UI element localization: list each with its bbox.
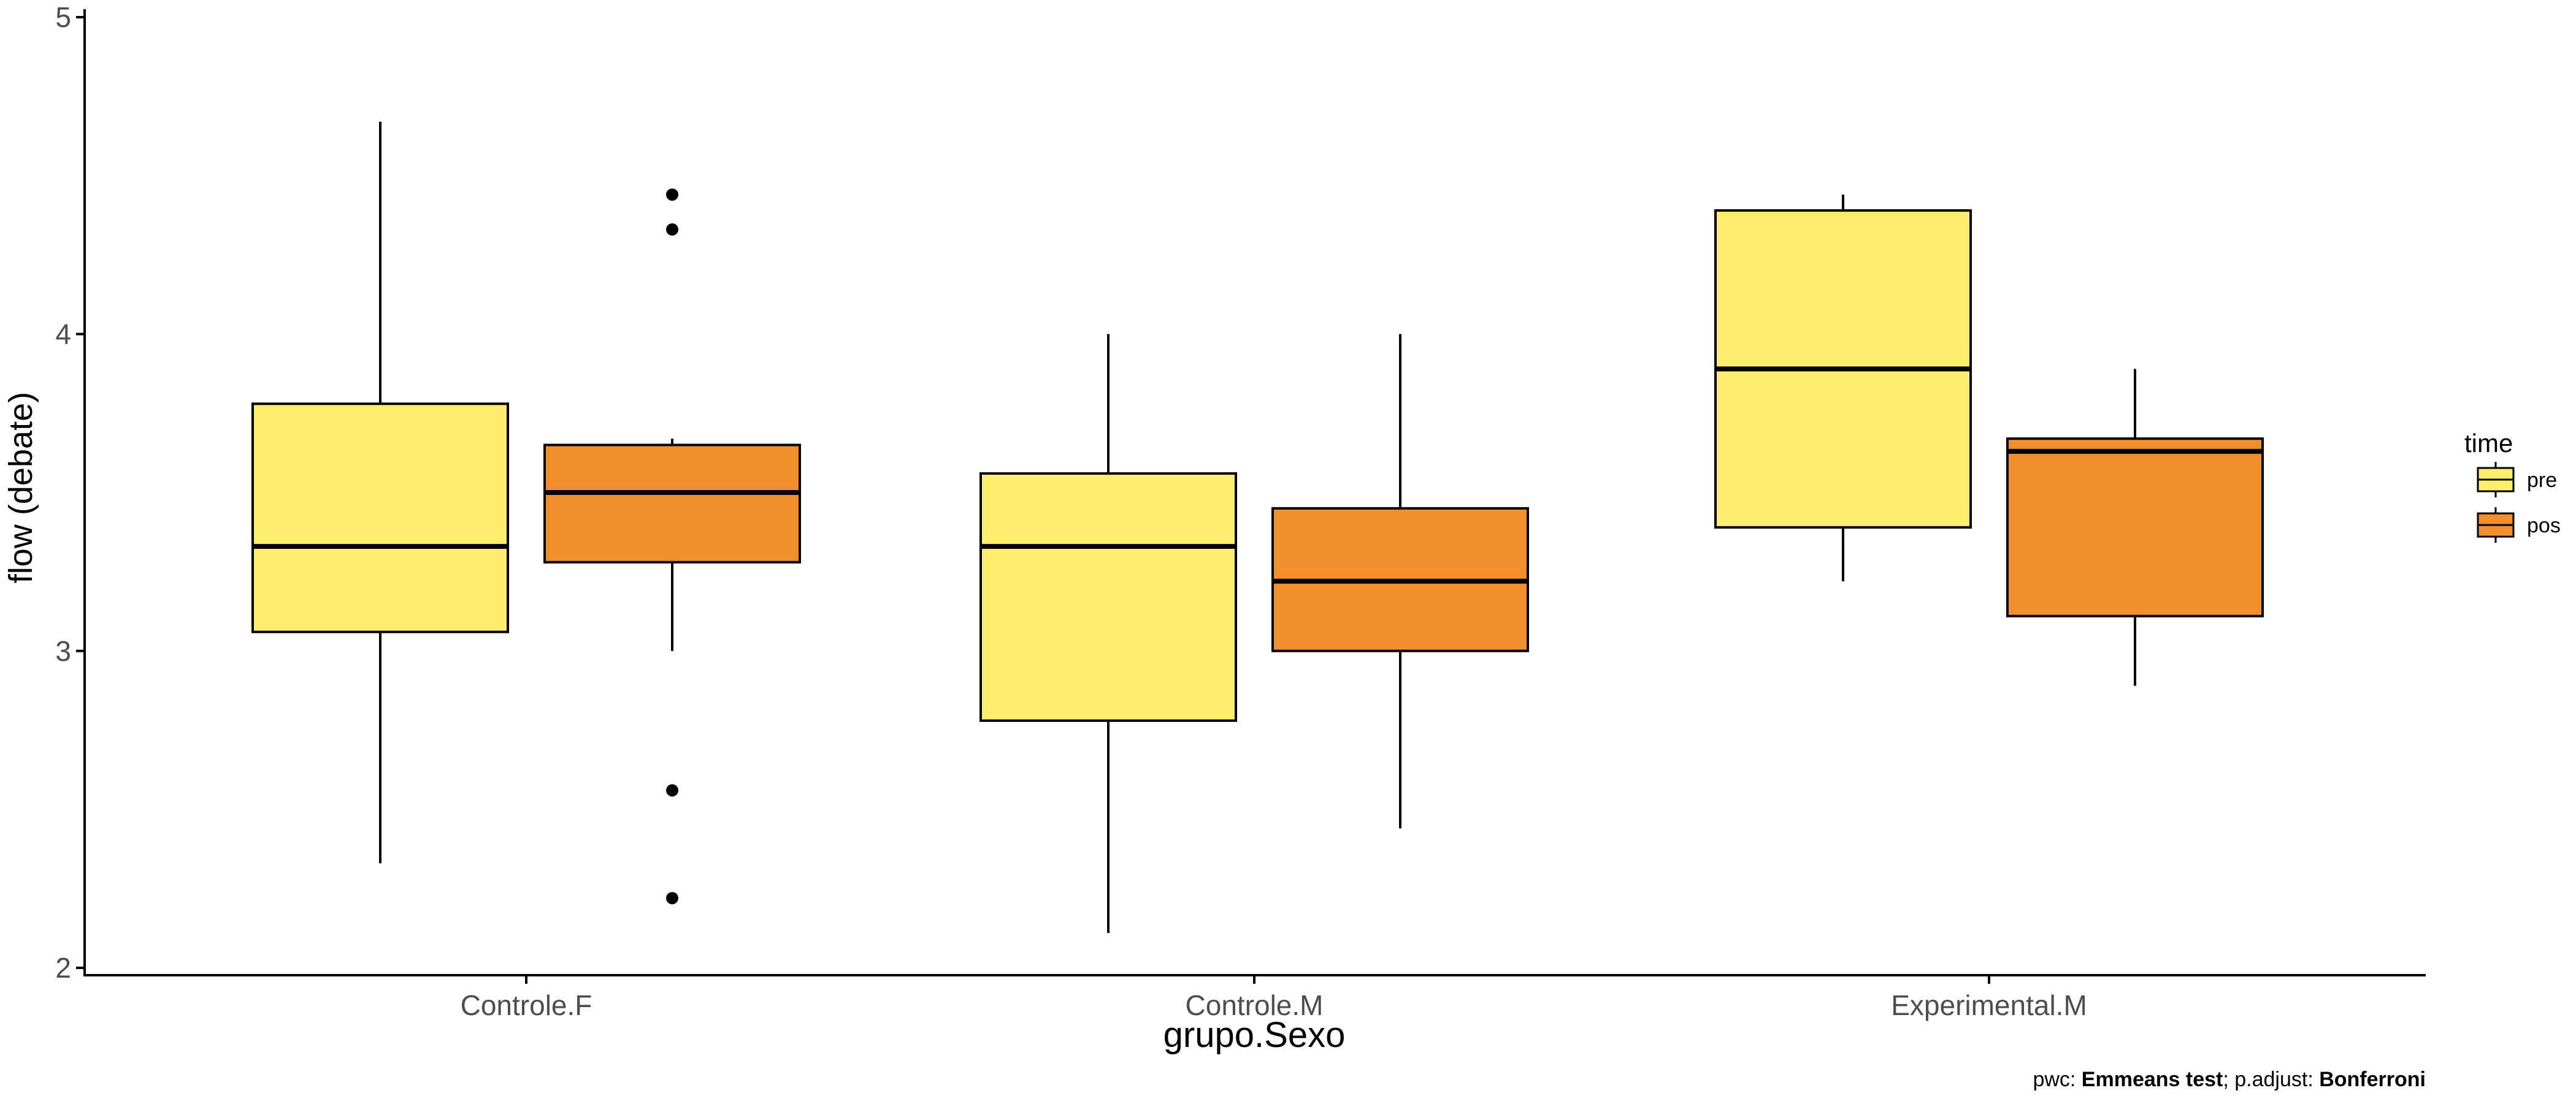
- legend-label: pos: [2527, 514, 2561, 537]
- box-iqr: [2006, 437, 2264, 618]
- y-tick-label: 3: [55, 635, 71, 667]
- x-tick-label: Controle.M: [1186, 989, 1324, 1021]
- caption: pwc: Emmeans test; p.adjust: Bonferroni: [2033, 1068, 2426, 1091]
- y-tick-label: 2: [55, 952, 71, 984]
- legend-key-pos: pos: [2477, 507, 2561, 543]
- box-pre-Experimental.M: [1714, 194, 1972, 581]
- x-tick-label: Controle.F: [461, 989, 592, 1021]
- legend-key-pre: pre: [2477, 462, 2557, 497]
- caption-part: Bonferroni: [2319, 1068, 2426, 1091]
- box-pos-Experimental.M: [2006, 369, 2264, 686]
- y-tick-label: 4: [55, 318, 71, 350]
- outlier-point: [666, 223, 678, 236]
- outlier-point: [666, 784, 678, 797]
- box-iqr: [251, 402, 509, 634]
- outlier-point: [666, 892, 678, 905]
- outlier-point: [666, 188, 678, 201]
- caption-part: pwc:: [2033, 1068, 2081, 1091]
- y-axis-title: flow (debate): [2, 392, 39, 583]
- axes: 2 3 4 5 Controle.F Controle.M Experimental.M: [55, 1, 2426, 1021]
- caption-part: ; p.adjust:: [2223, 1068, 2319, 1091]
- x-axis-title: grupo.Sexo: [1163, 1015, 1346, 1055]
- box-pre-Controle.F: [251, 121, 509, 864]
- box-pos-Controle.F: [543, 188, 801, 905]
- legend: time pre pos: [2464, 429, 2561, 543]
- x-tick-label: Experimental.M: [1891, 989, 2087, 1021]
- box-pos-Controle.M: [1271, 334, 1529, 829]
- legend-title: time: [2464, 429, 2513, 458]
- box-iqr: [979, 472, 1237, 722]
- box-iqr: [543, 443, 801, 564]
- caption-part: Emmeans test: [2082, 1068, 2223, 1091]
- box-pre-Controle.M: [979, 334, 1237, 933]
- y-tick-label: 5: [55, 1, 71, 33]
- legend-label: pre: [2527, 469, 2557, 492]
- plot-area: [251, 121, 2264, 933]
